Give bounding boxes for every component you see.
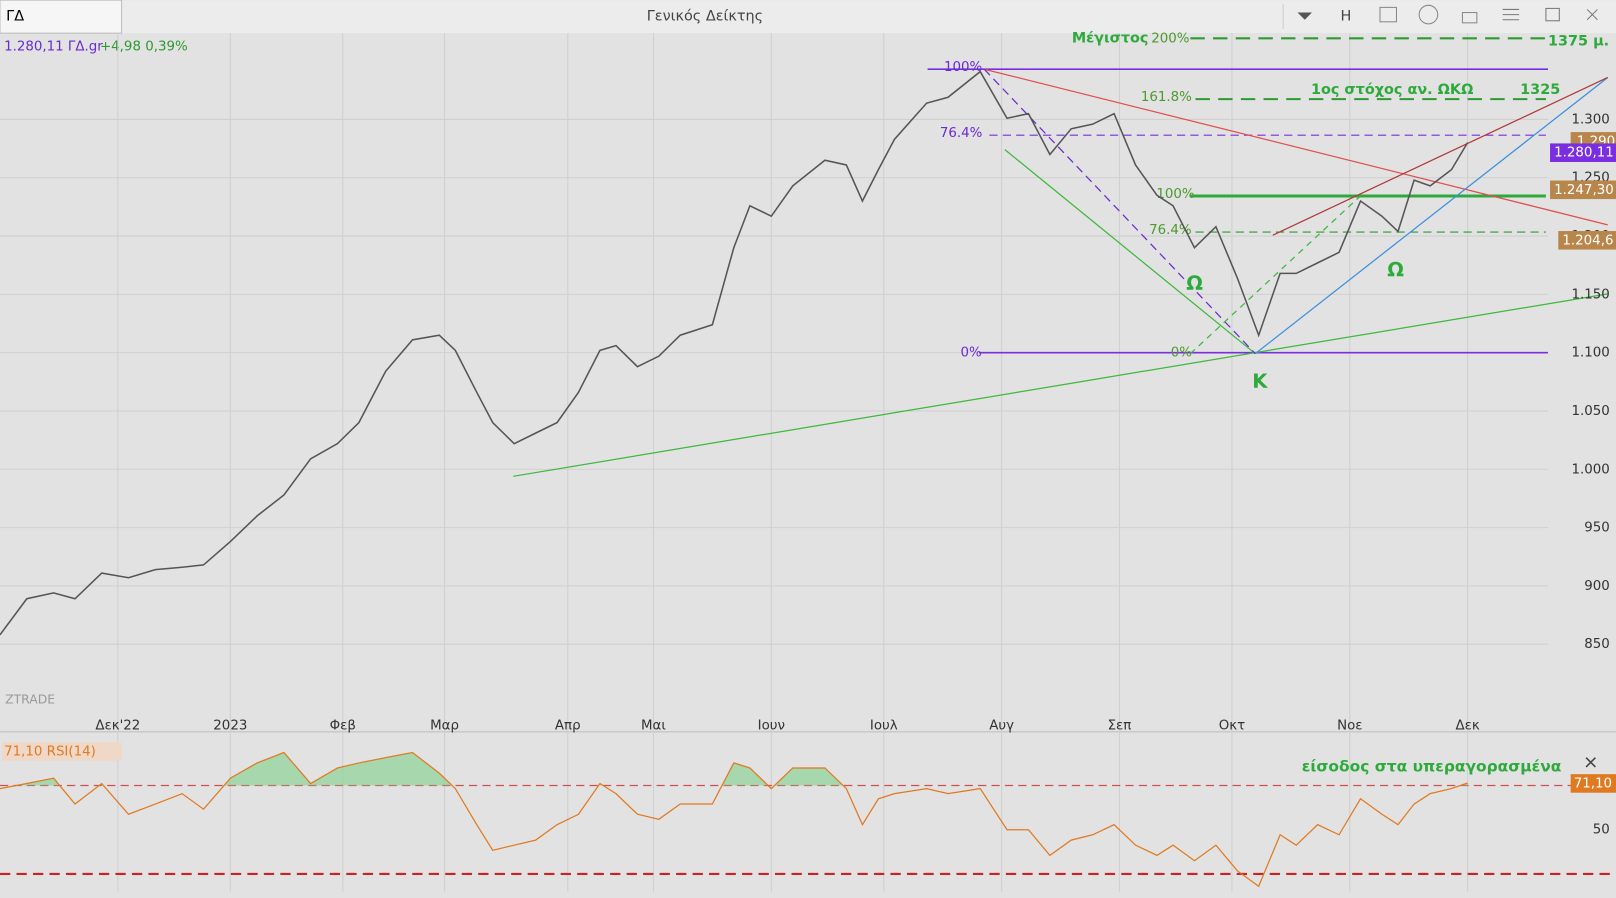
x-tick-label: Σεπ [1108, 719, 1132, 734]
trend-line [1272, 76, 1609, 236]
trend-line [984, 68, 1608, 226]
rsi-tag-label: 71,10 [1574, 776, 1612, 791]
annotation: Κ [1252, 370, 1268, 393]
y-tick-label: 850 [1584, 637, 1610, 652]
y-tick-label: 950 [1584, 521, 1610, 536]
price-plot: 8509009501.0001.0501.1001.1501.2001.2501… [0, 70, 1610, 652]
annotation: 200% [1151, 31, 1189, 46]
dropdown-button[interactable] [1297, 12, 1312, 20]
quote-name: 1.280,11 ΓΔ.gr [4, 40, 103, 55]
icon-button[interactable] [1379, 6, 1397, 23]
rsi-plot: 50 [0, 751, 1616, 888]
indicator-label-bg [2, 742, 122, 761]
menu-button[interactable] [1502, 8, 1520, 21]
y-tick-label: 900 [1584, 579, 1610, 594]
x-tick-label: Αυγ [989, 719, 1014, 734]
tab[interactable] [0, 0, 123, 34]
grid: Δεκ'22 2023 Φεβ Μαρ Απρ Μαι Ιουν Ιουλ Αυγ Σεπ Οκτ Ν… [0, 33, 1548, 892]
x-tick-label: 2023 [213, 719, 247, 734]
rsi-tag [1570, 774, 1616, 793]
annotation: 100% [1156, 187, 1194, 202]
annotation: Ω [1186, 272, 1203, 295]
annotation: Ω [1387, 259, 1404, 282]
annotation: 0% [961, 346, 982, 361]
icon-button[interactable] [1418, 4, 1439, 25]
price-tag-label: 1.247,30 [1554, 183, 1614, 198]
tab-label: ΓΔ [6, 9, 24, 25]
trend-line [1004, 149, 1256, 355]
lock-button[interactable] [1461, 12, 1478, 24]
close-indicator[interactable] [1585, 757, 1596, 768]
quote-change: +4,98 0,39% [100, 40, 188, 55]
annotation: 1325 [1520, 82, 1560, 98]
y-tick-label: 50 [1593, 823, 1610, 838]
y-tick-label: 1.150 [1572, 287, 1610, 302]
x-tick-label: Ιουλ [870, 719, 898, 734]
annotation: 1ος στόχος αν. ΩΚΩ [1311, 82, 1473, 98]
x-tick-label: Δεκ'22 [95, 719, 140, 734]
x-tick-label: Ιουν [758, 719, 785, 734]
annotation: 76.4% [1149, 223, 1192, 238]
annotation: 0% [1171, 346, 1192, 361]
x-tick-label: Οκτ [1219, 719, 1245, 734]
trend-line [1254, 76, 1609, 355]
y-tick-label: 1.000 [1572, 462, 1610, 477]
annotation: είσοδος στα υπεραγορασμένα [1302, 757, 1562, 775]
overbought-area [16, 752, 1468, 786]
annotation: 100% [944, 60, 982, 75]
x-tick-label: Απρ [555, 719, 581, 734]
annotation: 1375 μ. [1548, 33, 1609, 49]
price-tag [1558, 231, 1616, 250]
trend-line [983, 68, 1256, 355]
y-tick-label: 1.300 [1572, 112, 1610, 127]
price-tag-label: 1.204,6 [1562, 233, 1613, 248]
x-tick-label: Μαρ [430, 719, 459, 734]
price-tag-label: 1.280,11 [1554, 146, 1614, 161]
series-line [0, 70, 1469, 636]
annotation: 161.8% [1141, 90, 1192, 105]
h-button[interactable]: H [1341, 9, 1352, 25]
x-tick-label: Φεβ [330, 719, 356, 734]
price-tag [1550, 143, 1616, 162]
indicator-label[interactable]: 71,10 RSI(14) [4, 744, 96, 759]
x-tick-label: Μαι [641, 719, 666, 734]
restore-button[interactable] [1545, 7, 1560, 22]
close-button[interactable] [1586, 9, 1598, 21]
annotation: Μέγιστος [1072, 30, 1149, 46]
window-title: Γενικός Δείκτης [647, 9, 763, 25]
watermark: ZTRADE [5, 692, 55, 706]
x-tick-label: Νοε [1337, 719, 1362, 734]
title-bar [0, 0, 1616, 34]
x-tick-label: Δεκ [1456, 719, 1480, 734]
series-line [0, 751, 1468, 888]
trend-line [513, 293, 1608, 477]
drawings [513, 37, 1609, 477]
price-tag [1550, 180, 1616, 200]
y-tick-label: 1.100 [1572, 346, 1610, 361]
y-tick-label: 1.050 [1572, 404, 1610, 419]
annotation: 76.4% [940, 126, 982, 141]
trend-line [1189, 195, 1361, 355]
